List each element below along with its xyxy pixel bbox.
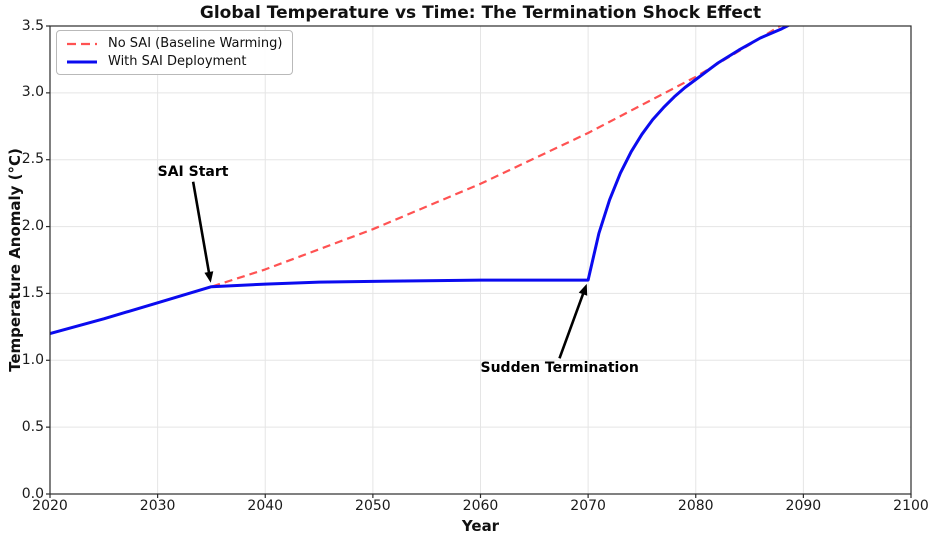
y-tick-label: 1.5 xyxy=(21,284,44,301)
legend-entry-no-sai: No SAI (Baseline Warming) xyxy=(65,36,282,51)
y-tick-label: 0.5 xyxy=(21,418,44,435)
dashed-line-sample-icon xyxy=(67,42,97,45)
y-tick-label: 0.0 xyxy=(21,485,44,502)
y-tick-label: 1.0 xyxy=(21,351,44,368)
y-axis-label: Temperature Anomaly (°C) xyxy=(6,148,24,372)
x-tick-label: 2090 xyxy=(785,498,822,514)
x-axis-label: Year xyxy=(461,517,500,535)
legend-label-no-sai: No SAI (Baseline Warming) xyxy=(108,36,283,51)
solid-line-sample-icon xyxy=(67,60,97,63)
chart-title: Global Temperature vs Time: The Terminat… xyxy=(199,3,762,23)
y-tick-label: 2.5 xyxy=(21,151,44,168)
x-tick-label: 2030 xyxy=(139,498,176,514)
y-tick-label: 3.5 xyxy=(21,17,44,34)
annotation-sudden-termination: Sudden Termination xyxy=(480,360,639,377)
x-tick-label: 2080 xyxy=(677,498,714,514)
legend: No SAI (Baseline Warming) With SAI Deplo… xyxy=(56,30,294,75)
tick-marks xyxy=(46,25,912,498)
y-tick-label: 2.0 xyxy=(21,218,44,235)
legend-label-with-sai: With SAI Deployment xyxy=(108,54,247,69)
x-tick-label: 2100 xyxy=(893,498,929,514)
x-tick-label: 2070 xyxy=(570,498,606,514)
x-tick-label: 2040 xyxy=(247,498,284,514)
x-tick-label: 2020 xyxy=(32,498,68,514)
x-tick-label: 2060 xyxy=(462,498,499,514)
annotation-sai-start: SAI Start xyxy=(157,163,229,180)
x-tick-label: 2050 xyxy=(355,498,391,514)
gridlines xyxy=(49,25,912,495)
legend-entry-with-sai: With SAI Deployment xyxy=(65,54,282,69)
y-tick-label: 3.0 xyxy=(21,84,44,101)
series-line-with-sai xyxy=(50,26,791,335)
annotation-arrows xyxy=(191,181,588,359)
